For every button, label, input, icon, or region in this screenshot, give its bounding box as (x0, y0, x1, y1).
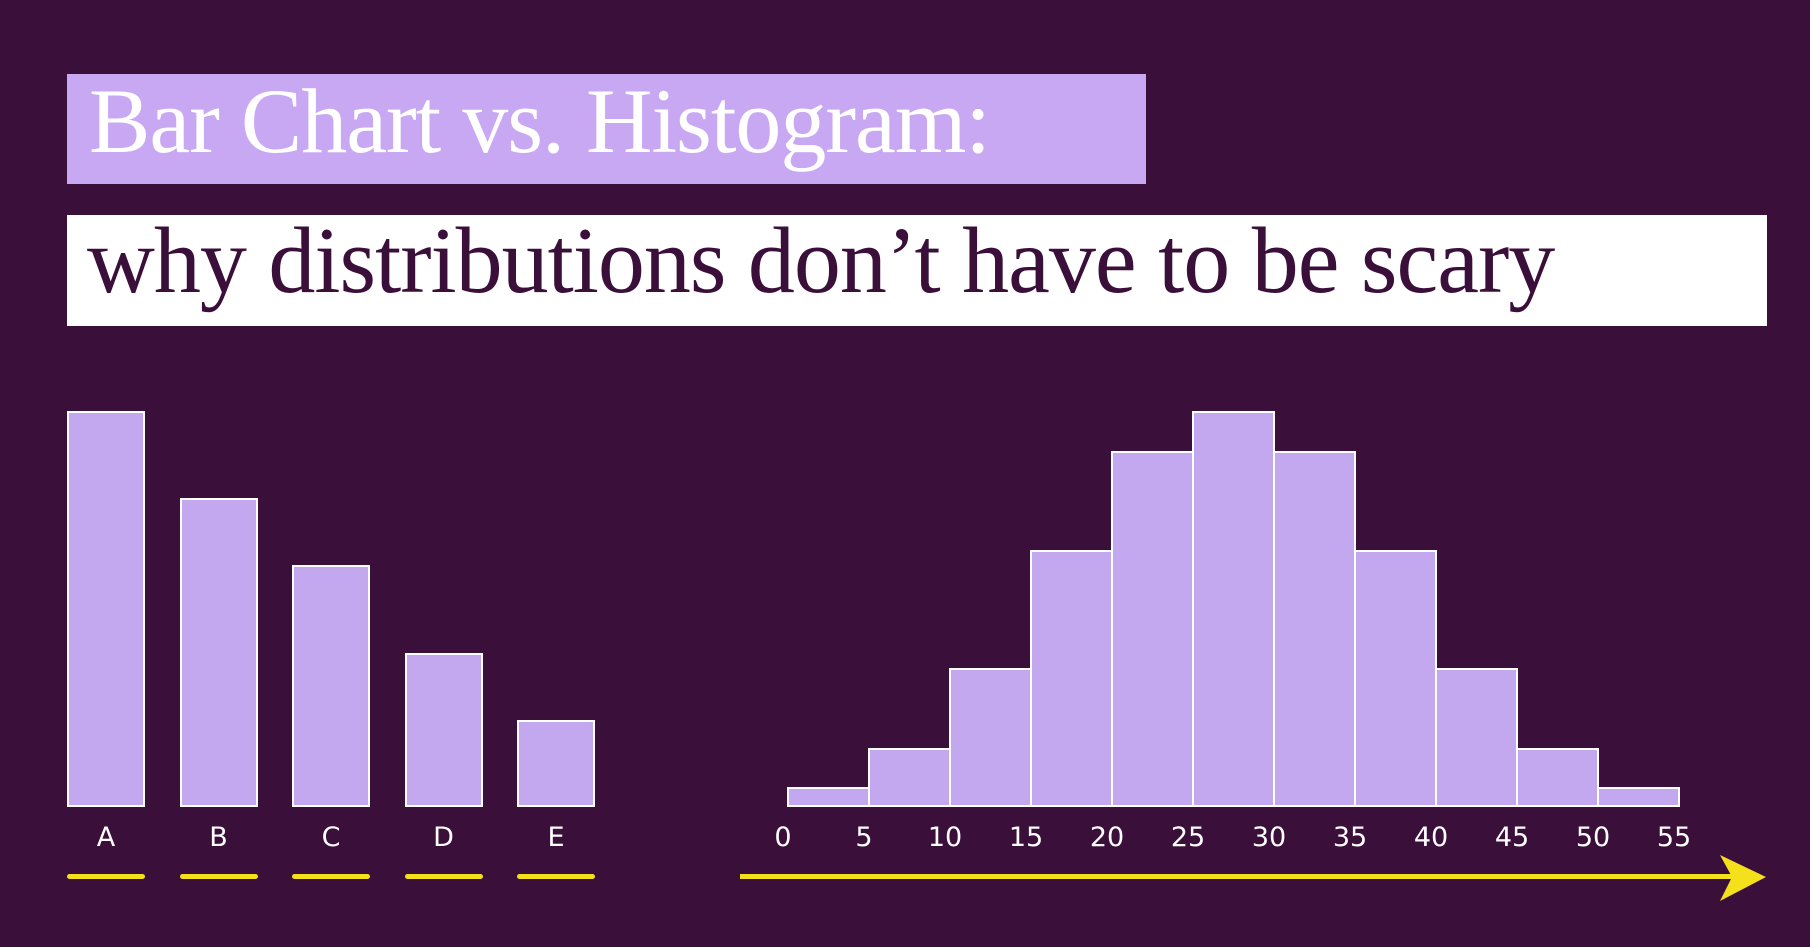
category-label: B (209, 822, 228, 853)
histogram-bin (868, 747, 951, 807)
x-tick-label: 40 (1413, 822, 1449, 853)
x-tick-label: 15 (1008, 822, 1044, 853)
category-underline (404, 874, 483, 879)
histogram-bin (1435, 668, 1518, 807)
bar-e (517, 719, 595, 807)
x-tick-label: 45 (1494, 822, 1530, 853)
histogram-bin (949, 668, 1032, 807)
x-tick-label: 30 (1251, 822, 1287, 853)
subtitle-box: why distributions don’t have to be scary (67, 209, 1767, 326)
category-label: D (433, 822, 454, 853)
category-label: C (321, 822, 341, 853)
category-underline (67, 874, 145, 879)
category-underline (292, 874, 370, 879)
histogram-bin (1273, 450, 1356, 807)
page-title: Bar Chart vs. Histogram: (89, 70, 991, 172)
histogram-bin (1111, 450, 1194, 807)
category-underline (517, 874, 595, 879)
x-tick-label: 35 (1332, 822, 1368, 853)
x-tick-label: 5 (855, 822, 873, 853)
x-tick-label: 10 (927, 822, 963, 853)
histogram-bin (1597, 787, 1680, 807)
x-tick-label: 25 (1170, 822, 1206, 853)
category-label: E (547, 822, 565, 853)
x-axis-line (740, 874, 1740, 879)
bar-b (179, 498, 258, 807)
histogram-bin (1516, 747, 1599, 807)
histogram-bin (1030, 549, 1113, 807)
category-underline (179, 874, 258, 879)
x-tick-label: 50 (1575, 822, 1611, 853)
x-tick-label: 20 (1089, 822, 1125, 853)
bar-a (67, 411, 145, 807)
histogram-bin (787, 787, 870, 807)
x-tick-label: 0 (774, 822, 792, 853)
arrow-head-icon (1720, 855, 1766, 901)
histogram-bin (1354, 549, 1437, 807)
page-subtitle: why distributions don’t have to be scary (87, 209, 1555, 313)
bar-c (292, 565, 370, 807)
bar-d (404, 652, 483, 807)
x-tick-label: 55 (1656, 822, 1692, 853)
title-box: Bar Chart vs. Histogram: (67, 70, 1146, 184)
category-label: A (96, 822, 116, 853)
histogram-bin (1192, 411, 1275, 807)
